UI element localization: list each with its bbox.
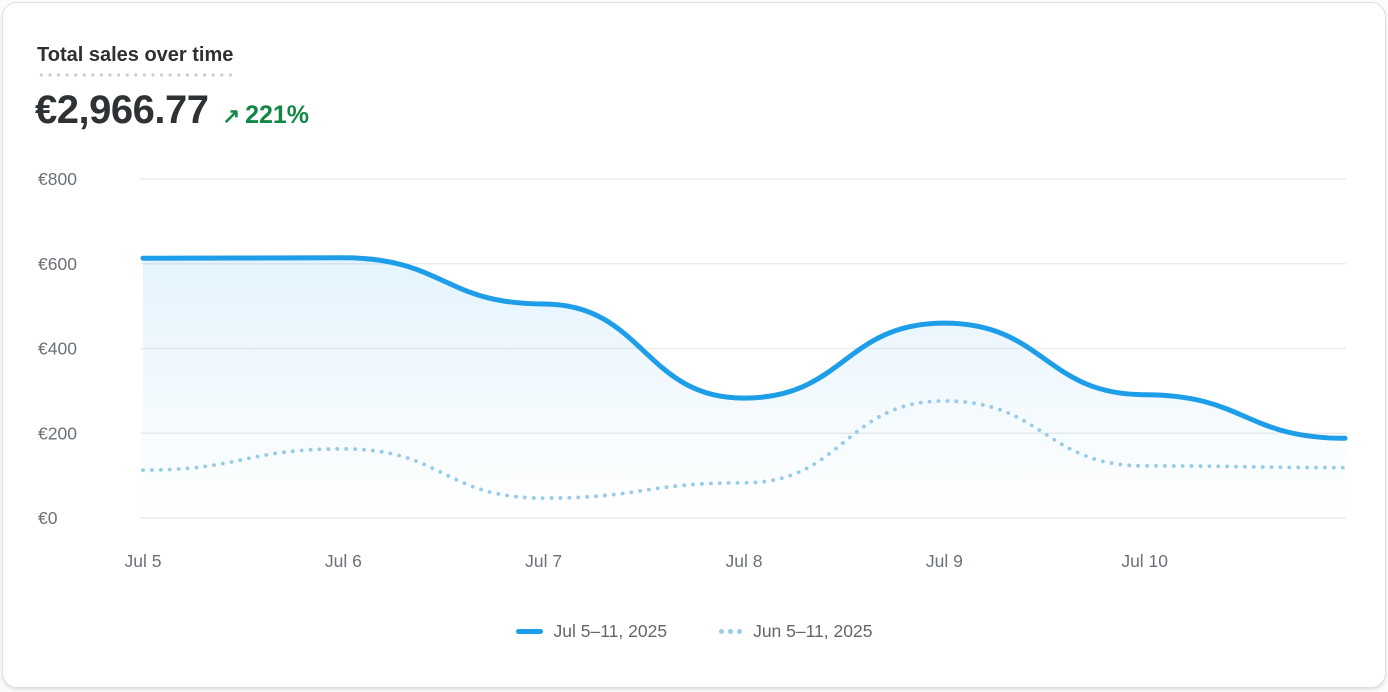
x-tick-label: Jul 5 — [125, 551, 162, 571]
legend-label-current: Jul 5–11, 2025 — [553, 621, 668, 641]
current-period-area — [143, 257, 1345, 518]
legend-item-previous-period: Jun 5–11, 2025 — [719, 621, 872, 642]
delta-percentage: 221% — [245, 101, 310, 129]
trend-up-arrow-icon: ↗ — [222, 105, 241, 128]
metric-value-row: €2,966.77 ↗ 221% — [35, 89, 309, 131]
metric-value: €2,966.77 — [35, 88, 209, 132]
legend-item-current-period: Jul 5–11, 2025 — [515, 621, 668, 642]
y-tick-label: €800 — [38, 169, 77, 189]
x-tick-label: Jul 8 — [726, 551, 763, 571]
current-period-line — [140, 255, 1348, 441]
y-tick-label: €0 — [38, 508, 58, 528]
x-tick-label: Jul 7 — [525, 551, 562, 571]
y-tick-label: €600 — [38, 254, 77, 274]
chart-legend: Jul 5–11, 2025 Jun 5–11, 2025 — [3, 621, 1385, 642]
solid-line-swatch-icon — [515, 629, 543, 634]
delta-badge: ↗ 221% — [222, 101, 309, 130]
dotted-line-swatch-icon — [719, 629, 743, 634]
metric-title[interactable]: Total sales over time — [37, 43, 234, 77]
x-tick-label: Jul 10 — [1121, 551, 1168, 571]
y-tick-label: €200 — [38, 423, 77, 443]
x-tick-label: Jul 9 — [926, 551, 963, 571]
y-tick-label: €400 — [38, 339, 77, 359]
sales-line-chart[interactable]: €0 €200 €400 €600 €800 Jul 5 Jul 6 Jul 7 Jul 8 Ju… — [3, 161, 1385, 607]
x-tick-label: Jul 6 — [325, 551, 362, 571]
legend-label-previous: Jun 5–11, 2025 — [753, 621, 873, 641]
